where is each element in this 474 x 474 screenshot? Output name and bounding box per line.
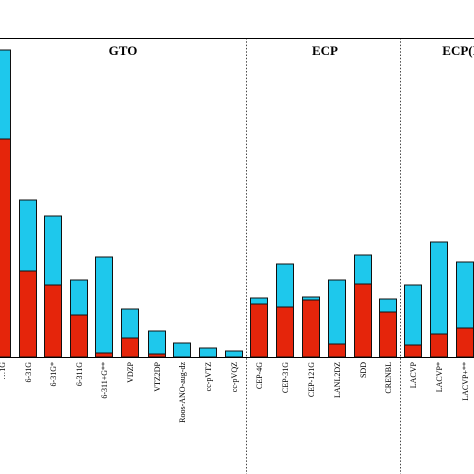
section-label: GTO [109,43,138,58]
bar-0 [0,49,11,358]
bar-segment-lower [404,344,422,358]
bar-8 [199,347,217,358]
x-tick-label: LANL2DZ [333,362,342,398]
bar-11 [276,263,294,358]
x-tick-label: cc-pVQZ [230,362,239,392]
bar-segment-lower [19,270,37,358]
bar-segment-lower [70,314,88,358]
x-tick-label: Roos-ANO-aug-dz [178,362,187,423]
bar-segment-lower [379,311,397,358]
section-label: ECP [312,43,338,58]
x-tick-label: CEP-121G [307,362,316,397]
bar-15 [379,298,397,358]
bar-4 [95,256,113,358]
bar-segment-upper [328,279,346,345]
bar-segment-lower [250,303,268,358]
x-tick-label: LACVP+** [461,362,470,401]
x-tick-labels: …1G 6-31G 6-31G* 6-311G 6-311+G** VDZP VTZ2DP R… [0,361,470,422]
bar-segment-lower [0,138,11,358]
bar-segment-lower [95,352,113,358]
bar-16 [404,284,422,358]
section-label: ECP(I [442,43,474,58]
bar-segment-lower [302,299,320,358]
x-tick-label: cc-pVTZ [204,362,213,391]
bar-segment-upper [44,215,62,286]
bar-17 [430,241,448,358]
bar-1 [19,199,37,358]
x-tick-label: 6-311+G** [100,362,109,399]
bar-3 [70,279,88,358]
x-tick-label: CEP-4G [255,362,264,389]
bar-segment-upper [173,342,191,358]
bar-segment-upper [70,279,88,316]
bar-9 [225,350,243,358]
bar-segment-upper [354,254,372,285]
bar-segment-upper [0,49,11,140]
bar-segment-upper [121,308,139,339]
x-tick-label: CRENBL [384,362,393,394]
bar-5 [121,308,139,358]
x-tick-label: LACVP* [435,362,444,392]
bar-12 [302,296,320,358]
bar-segment-upper [148,330,166,355]
x-tick-label: SDD [359,362,368,378]
bar-segment-lower [354,283,372,358]
bar-segment-lower [430,333,448,358]
section-dividers [246,38,401,474]
bar-6 [148,330,166,358]
bar-13 [328,279,346,358]
x-tick-label: 6-31G [24,362,33,383]
bar-segment-lower [121,337,139,358]
bar-segment-upper [456,261,474,329]
x-tick-label: 6-31G* [49,362,58,386]
x-tick-label: VDZP [126,361,135,382]
x-tick-label: …1G [0,362,7,380]
bar-segment-upper [379,298,397,313]
x-tick-label: 6-311G [75,362,84,386]
bar-7 [173,342,191,358]
bar-segment-upper [199,347,217,358]
bar-segment-upper [430,241,448,335]
bar-segment-lower [276,306,294,358]
x-tick-label: VTZ2DP [153,361,162,391]
bar-14 [354,254,372,358]
bar-segment-upper [19,199,37,272]
bar-18 [456,261,474,358]
bars-layer [0,49,474,358]
bar-segment-upper [276,263,294,308]
bar-segment-upper [404,284,422,346]
bar-segment-lower [328,343,346,358]
bar-segment-upper [225,350,243,358]
bar-segment-upper [302,296,320,301]
bar-2 [44,215,62,358]
x-tick-label: LACVP [409,361,418,388]
bar-segment-upper [250,297,268,305]
bar-segment-lower [456,327,474,358]
bar-segment-lower [44,284,62,358]
section-labels: GTO ECP ECP(I [109,43,474,58]
bar-10 [250,297,268,358]
bar-segment-upper [95,256,113,354]
x-tick-label: CEP-31G [281,362,290,393]
